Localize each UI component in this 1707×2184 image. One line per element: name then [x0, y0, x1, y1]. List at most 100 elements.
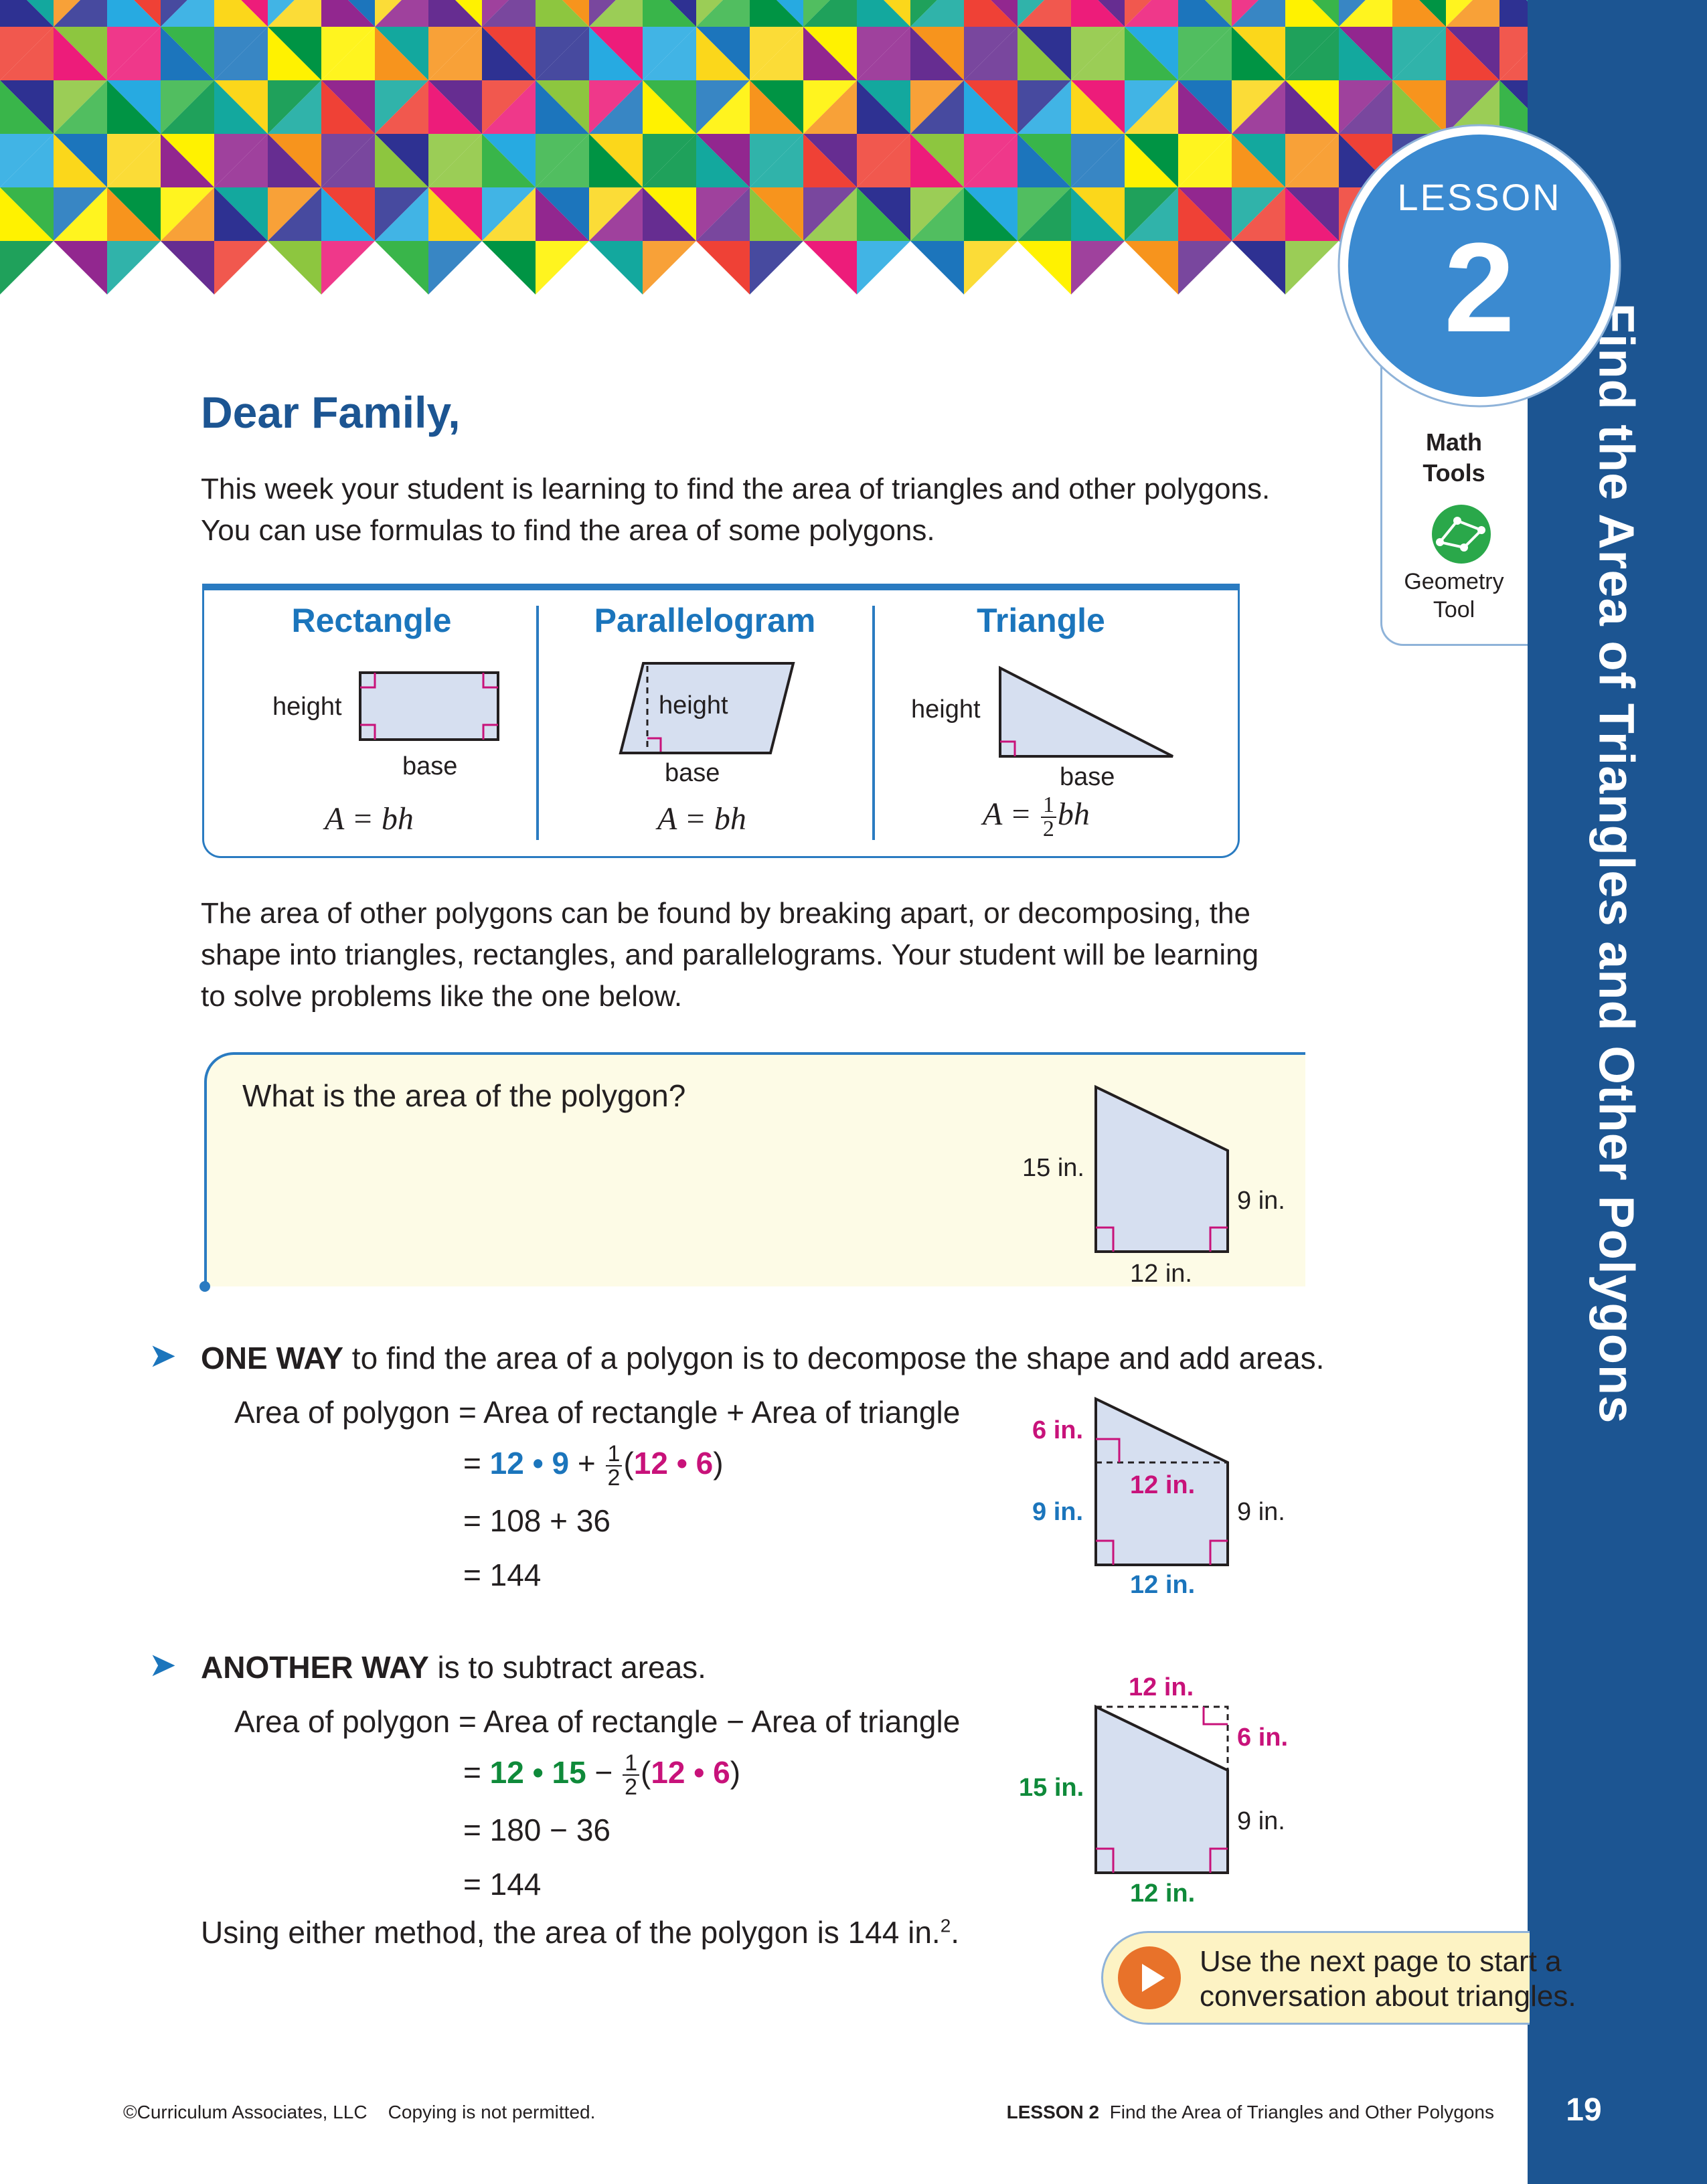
intro-line: You can use formulas to find the area of…: [201, 514, 935, 547]
another-way-bold: ANOTHER WAY: [201, 1650, 429, 1685]
geometry-tool-label-line1: Geometry: [1404, 569, 1504, 594]
one-way-equation-line: = 144: [463, 1558, 542, 1592]
figure-right-label: 9 in.: [1237, 1187, 1285, 1215]
close-paren: ): [730, 1755, 741, 1790]
fraction-numerator: 1: [1040, 794, 1056, 818]
copying-notice: Copying is not permitted.: [388, 2102, 596, 2122]
parallelogram-height-label: height: [659, 691, 728, 720]
parallelogram-diagram: [619, 662, 795, 754]
math-tools-title-line2: Tools: [1422, 459, 1485, 487]
polygon-figure: [1094, 1084, 1229, 1253]
conclusion-text: Using either method, the area of the pol…: [201, 1914, 959, 1950]
another-way-equation-line: = 12 • 15 − 1 2 (12 • 6): [463, 1752, 740, 1798]
one-way-bold: ONE WAY: [201, 1341, 344, 1375]
plus-sign: +: [577, 1446, 596, 1481]
page-number: 19: [1566, 2092, 1602, 2128]
subtract-areas-figure: [1094, 1704, 1229, 1874]
conclusion-period: .: [951, 1915, 960, 1950]
copyright-text: ©Curriculum Associates, LLC: [123, 2102, 368, 2122]
triangle-formula-prefix: A =: [983, 796, 1032, 833]
geometry-tool-icon[interactable]: [1431, 503, 1492, 565]
paragraph-line: The area of other polygons can be found …: [201, 897, 1250, 930]
close-paren: ): [713, 1446, 724, 1481]
figure-bottom-label: 12 in.: [1130, 1879, 1196, 1908]
area-formulas-box: [202, 584, 1240, 858]
lesson-label: LESSON: [1397, 176, 1562, 218]
figure-top-left-label: 6 in.: [1032, 1416, 1084, 1444]
one-way-equation-line: Area of polygon = Area of rectangle + Ar…: [234, 1395, 961, 1430]
triangle-term: 12 • 6: [651, 1755, 730, 1790]
rectangle-diagram: [359, 671, 499, 741]
figure-bottom-label: 12 in.: [1130, 1260, 1192, 1288]
equals-sign: =: [463, 1446, 481, 1481]
triangle-title: Triangle: [977, 602, 1105, 639]
play-icon[interactable]: [1117, 1945, 1182, 2011]
question-text: What is the area of the polygon?: [242, 1078, 686, 1113]
paragraph-line: to solve problems like the one below.: [201, 980, 683, 1013]
conclusion-exponent: 2: [940, 1915, 951, 1936]
parallelogram-formula: A = bh: [657, 801, 746, 837]
parallelogram-title: Parallelogram: [594, 602, 816, 639]
decompose-paragraph: The area of other polygons can be found …: [201, 893, 1379, 1017]
another-way-equation-line: = 144: [463, 1867, 542, 1902]
triangle-formula-suffix: bh: [1057, 796, 1090, 833]
triangle-diagram: [999, 665, 1173, 758]
intro-line: This week your student is learning to fi…: [201, 473, 1271, 505]
arrow-icon: ➤: [149, 1337, 177, 1374]
one-way-equation-line: = 12 • 9 + 1 2 (12 • 6): [463, 1442, 724, 1489]
footer-lesson-title: Find the Area of Triangles and Other Pol…: [1109, 2102, 1494, 2122]
fraction-numerator: 1: [605, 1442, 623, 1466]
greeting-heading: Dear Family,: [201, 388, 461, 437]
math-tools-title-line1: Math: [1426, 428, 1482, 456]
intro-paragraph: This week your student is learning to fi…: [201, 469, 1379, 552]
fraction-denominator: 2: [1042, 817, 1054, 841]
rectangle-base-label: base: [402, 752, 458, 780]
question-panel-dot: [199, 1281, 210, 1292]
fraction-numerator: 1: [623, 1752, 640, 1776]
rectangle-height-label: height: [272, 693, 342, 721]
another-way-equation-line: Area of polygon = Area of rectangle − Ar…: [234, 1704, 961, 1739]
open-paren: (: [623, 1446, 634, 1481]
column-divider: [536, 606, 539, 840]
column-divider: [872, 606, 875, 840]
footer-lesson-info: LESSON 2 Find the Area of Triangles and …: [1007, 2102, 1494, 2123]
figure-middle-label: 12 in.: [1130, 1471, 1196, 1499]
figure-left-label: 15 in.: [1022, 1154, 1084, 1182]
triangle-term: 12 • 6: [633, 1446, 714, 1481]
triangle-height-label: height: [911, 695, 981, 724]
conclusion-main: Using either method, the area of the pol…: [201, 1915, 941, 1950]
rectangle-formula: A = bh: [325, 801, 414, 837]
figure-bottom-label: 12 in.: [1130, 1571, 1196, 1599]
triangle-base-label: base: [1060, 763, 1115, 791]
fraction-denominator: 2: [625, 1774, 638, 1800]
one-way-text: to find the area of a polygon is to deco…: [343, 1341, 1325, 1375]
one-way-equation-line: = 108 + 36: [463, 1503, 611, 1538]
sidebar-lesson-title: Find the Area of Triangles and Other Pol…: [1589, 303, 1645, 1424]
another-way-heading: ANOTHER WAY is to subtract areas.: [201, 1649, 706, 1685]
lesson-number: 2: [1444, 217, 1515, 359]
arrow-icon: ➤: [149, 1646, 177, 1683]
one-way-heading: ONE WAY to find the area of a polygon is…: [201, 1340, 1324, 1376]
lesson-badge: [1337, 124, 1621, 408]
another-way-text: is to subtract areas.: [428, 1650, 706, 1685]
equals-sign: =: [463, 1755, 481, 1790]
parallelogram-base-label: base: [665, 759, 720, 787]
open-paren: (: [641, 1755, 651, 1790]
rectangle-term: 12 • 9: [489, 1446, 570, 1481]
rectangle-term: 12 • 15: [489, 1755, 586, 1790]
callout-line: Use the next page to start a: [1200, 1945, 1562, 1978]
geometry-tool-label: Geometry Tool: [1380, 568, 1528, 624]
minus-sign: −: [594, 1755, 613, 1790]
figure-right-label: 9 in.: [1237, 1807, 1285, 1835]
fraction-denominator: 2: [607, 1465, 621, 1491]
decorative-banner: [0, 0, 1528, 295]
math-tools-title: Math Tools: [1380, 427, 1528, 489]
figure-left-label: 9 in.: [1032, 1498, 1084, 1526]
decompose-add-figure: [1094, 1396, 1229, 1566]
figure-top-right-label: 6 in.: [1237, 1724, 1289, 1752]
footer-lesson-bold: LESSON 2: [1006, 2102, 1100, 2122]
figure-left-label: 15 in.: [1019, 1774, 1084, 1802]
geometry-tool-label-line2: Tool: [1433, 597, 1475, 622]
